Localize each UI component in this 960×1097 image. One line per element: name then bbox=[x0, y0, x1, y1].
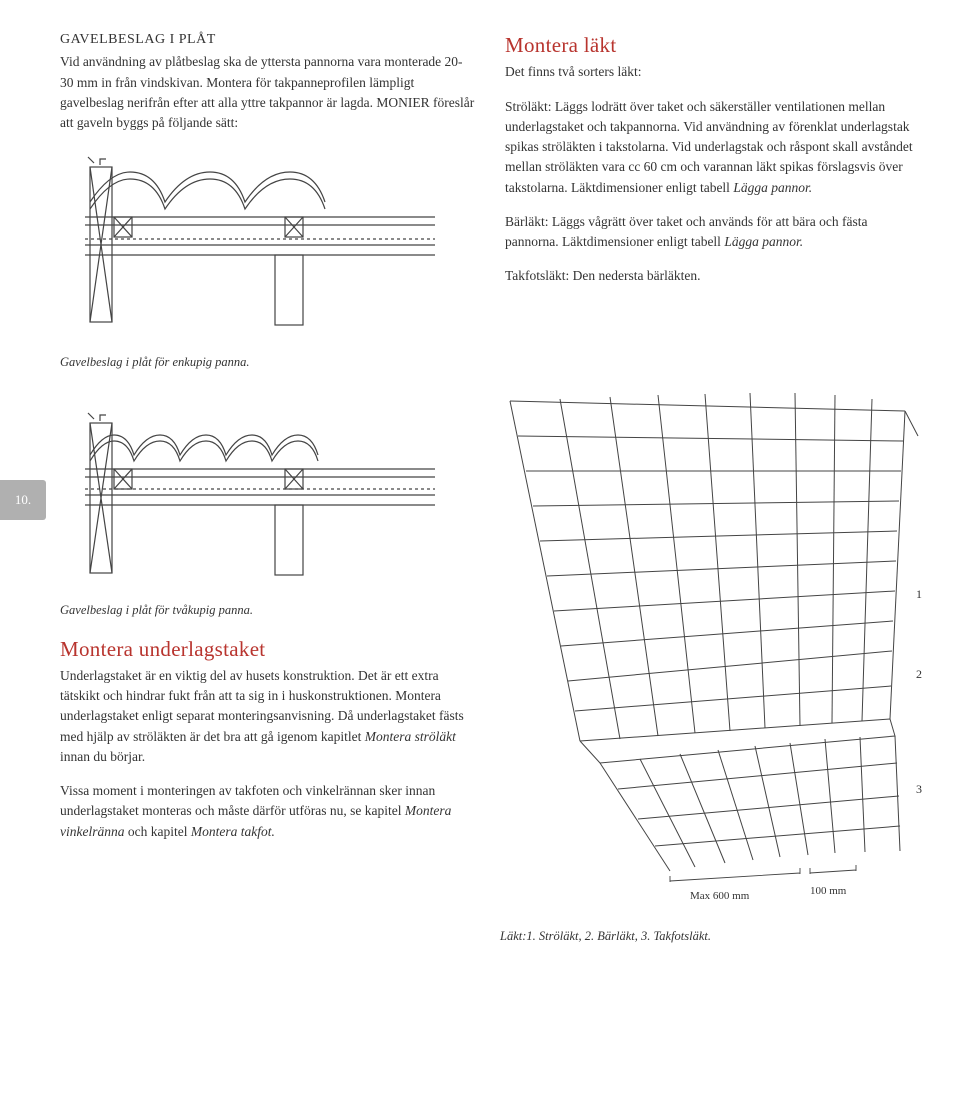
lower-right: 1 2 3 Max 600 mm 100 mm Läkt:1. Ströläkt… bbox=[500, 391, 920, 911]
right-column: Montera läkt Det finns två sorters läkt:… bbox=[505, 30, 920, 371]
figure-enkupig bbox=[60, 147, 475, 347]
lower-columns: Gavelbeslag i plåt för tvåkupig panna. M… bbox=[60, 391, 920, 911]
underlag-end-a: innan du börjar. bbox=[60, 749, 145, 764]
underlag-ref-b2: Montera takfot. bbox=[191, 824, 275, 839]
strolakt-text: Ströläkt: Läggs lodrätt över taket och s… bbox=[505, 99, 913, 195]
left-column: GAVELBESLAG I PLÅT Vid användning av plå… bbox=[60, 30, 475, 371]
underlag-text-b: Vissa moment i monteringen av takfoten o… bbox=[60, 783, 435, 818]
roof-label-2: 2 bbox=[916, 666, 922, 683]
caption-roof-grid: Läkt:1. Ströläkt, 2. Bärläkt, 3. Takfots… bbox=[500, 927, 711, 945]
intro-lakt: Det finns två sorters läkt: bbox=[505, 62, 920, 82]
para-underlag-1: Underlagstaket är en viktig del av huset… bbox=[60, 666, 470, 767]
figure-tvakupig bbox=[60, 405, 470, 595]
top-columns: GAVELBESLAG I PLÅT Vid användning av plå… bbox=[60, 30, 920, 371]
underlag-ref-a: Montera ströläkt bbox=[365, 729, 456, 744]
para-barlakt: Bärläkt: Läggs vågrätt över taket och an… bbox=[505, 212, 920, 253]
caption-enkupig: Gavelbeslag i plåt för enkupig panna. bbox=[60, 353, 475, 371]
barlakt-text: Bärläkt: Läggs vågrätt över taket och an… bbox=[505, 214, 867, 249]
page-number: 10. bbox=[15, 491, 31, 510]
underlag-mid-b: och kapitel bbox=[124, 824, 190, 839]
heading-montera-underlag: Montera underlagstaket bbox=[60, 634, 470, 664]
dim-100mm: 100 mm bbox=[810, 884, 846, 900]
strolakt-ref: Lägga pannor. bbox=[733, 180, 812, 195]
para-underlag-2: Vissa moment i monteringen av takfoten o… bbox=[60, 781, 470, 842]
figure-roof-grid bbox=[500, 391, 920, 911]
roof-label-3: 3 bbox=[916, 781, 922, 798]
para-gavelbeslag: Vid användning av plåtbeslag ska de ytte… bbox=[60, 52, 475, 133]
heading-montera-lakt: Montera läkt bbox=[505, 30, 920, 60]
caption-tvakupig: Gavelbeslag i plåt för tvåkupig panna. bbox=[60, 601, 470, 619]
para-takfotslakt: Takfotsläkt: Den nedersta bärläkten. bbox=[505, 266, 920, 286]
dim-max-600: Max 600 mm bbox=[690, 889, 749, 905]
barlakt-ref: Lägga pannor. bbox=[724, 234, 803, 249]
lower-left: Gavelbeslag i plåt för tvåkupig panna. M… bbox=[60, 391, 470, 911]
page-number-tab: 10. bbox=[0, 480, 46, 520]
heading-gavelbeslag: GAVELBESLAG I PLÅT bbox=[60, 30, 475, 50]
roof-label-1: 1 bbox=[916, 586, 922, 603]
para-strolakt: Ströläkt: Läggs lodrätt över taket och s… bbox=[505, 97, 920, 198]
